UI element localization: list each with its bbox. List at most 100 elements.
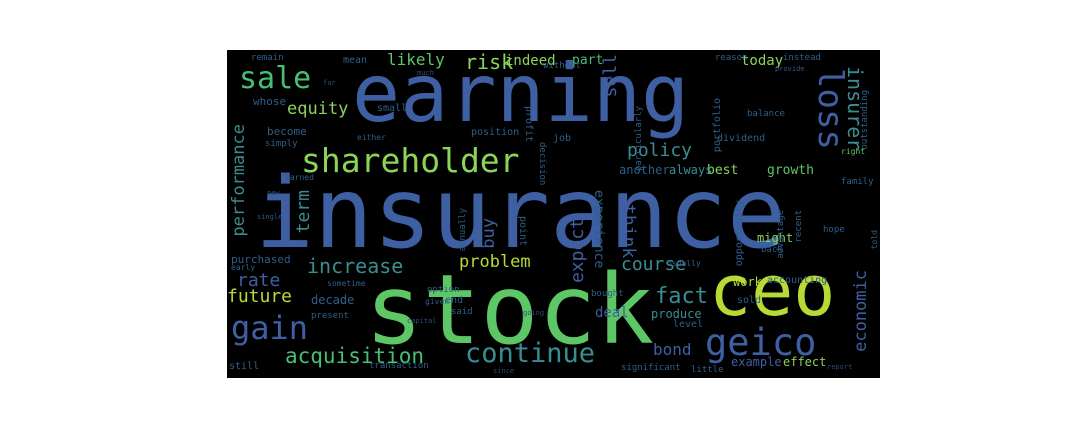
word-since: since bbox=[493, 367, 515, 375]
word-continue: continue bbox=[465, 338, 596, 369]
word-experience: experience bbox=[591, 190, 606, 269]
word-new: new bbox=[267, 189, 280, 197]
word-ceo: ceo bbox=[709, 250, 836, 332]
word-much: much bbox=[417, 69, 434, 77]
word-provide: provide bbox=[775, 65, 805, 73]
word-said: said bbox=[451, 307, 473, 317]
word-another: another bbox=[619, 163, 670, 177]
word-buy: buy bbox=[479, 218, 499, 249]
word-earned: earned bbox=[285, 173, 314, 182]
word-term: term bbox=[293, 190, 314, 234]
word-produce: produce bbox=[651, 307, 702, 321]
word-early: early bbox=[231, 263, 256, 272]
word-rate: rate bbox=[237, 270, 281, 291]
word-gain: gain bbox=[231, 309, 309, 347]
word-problem: problem bbox=[459, 252, 531, 272]
word-told: told bbox=[870, 230, 879, 250]
word-report: report bbox=[827, 363, 853, 371]
word-hope: hope bbox=[823, 225, 845, 235]
word-position: position bbox=[471, 127, 520, 138]
word-think: think bbox=[618, 204, 639, 259]
word-equity: equity bbox=[287, 99, 349, 119]
word-small: small bbox=[377, 103, 408, 114]
word-decision: decision bbox=[537, 142, 547, 186]
word-instead: instead bbox=[783, 53, 821, 63]
word-recent: recent bbox=[794, 210, 804, 243]
word-likely: likely bbox=[387, 50, 445, 69]
word-loss: loss bbox=[810, 68, 850, 150]
word-economic: economic bbox=[851, 270, 871, 352]
word-sell: sell bbox=[600, 54, 621, 98]
word-acquisition: acquisition bbox=[285, 344, 425, 368]
word-example: example bbox=[731, 355, 782, 369]
word-expect: expect bbox=[567, 218, 588, 284]
word-job: job bbox=[553, 133, 572, 144]
word-single: single bbox=[257, 213, 283, 221]
word-earning: earning bbox=[352, 50, 690, 140]
word-sold: sold bbox=[737, 295, 762, 306]
word-level: level bbox=[673, 319, 704, 330]
word-still: still bbox=[229, 361, 260, 372]
word-accounting: accounting bbox=[767, 275, 828, 286]
word-fact: fact bbox=[655, 284, 708, 309]
word-present: present bbox=[311, 311, 349, 321]
word-purchased: purchased bbox=[231, 253, 291, 266]
word-bought: bought bbox=[591, 289, 624, 299]
word-course: course bbox=[621, 254, 687, 275]
word-cloud: earning insurance stock ceo shareholder … bbox=[227, 50, 880, 378]
word-going: going bbox=[523, 309, 545, 317]
word-effect: effect bbox=[783, 355, 827, 369]
word-dividend: dividend bbox=[717, 133, 766, 144]
word-opportunity: opportunity bbox=[734, 200, 745, 267]
word-decade: decade bbox=[311, 293, 355, 307]
word-portfolio: portfolio bbox=[712, 98, 723, 153]
word-growth: growth bbox=[767, 163, 814, 178]
word-either: either bbox=[357, 133, 386, 142]
word-annually: annually bbox=[458, 208, 468, 252]
word-increase: increase bbox=[307, 254, 404, 278]
word-right: right bbox=[841, 147, 866, 156]
word-far: far bbox=[323, 79, 336, 87]
word-given: given bbox=[425, 297, 450, 306]
word-deal: deal bbox=[595, 305, 629, 321]
word-without: without bbox=[543, 61, 581, 71]
word-bond: bond bbox=[653, 340, 692, 359]
word-insurer: insurer bbox=[843, 66, 867, 151]
word-little: little bbox=[691, 365, 724, 375]
word-back: back bbox=[761, 245, 783, 255]
word-future: future bbox=[227, 286, 293, 307]
word-reason: reason bbox=[715, 53, 748, 63]
word-significant: significant bbox=[621, 363, 681, 373]
word-mean: mean bbox=[343, 55, 368, 66]
word-indeed: indeed bbox=[505, 53, 556, 69]
word-remain: remain bbox=[251, 53, 284, 63]
word-end: end bbox=[445, 295, 464, 306]
word-usually: usually bbox=[667, 259, 701, 268]
word-advantage: advantage bbox=[776, 210, 786, 259]
word-capital: capital bbox=[407, 317, 437, 325]
word-part: part bbox=[572, 53, 604, 68]
word-shareholder: shareholder bbox=[301, 141, 520, 180]
word-sale: sale bbox=[239, 61, 312, 96]
word-sometime: sometime bbox=[327, 279, 366, 288]
word-outstanding: outstanding bbox=[860, 90, 870, 150]
word-option: option bbox=[427, 285, 460, 295]
word-risk: risk bbox=[465, 50, 514, 74]
word-best: best bbox=[707, 163, 739, 178]
word-whose: whose bbox=[253, 95, 287, 108]
word-profit: profit bbox=[523, 106, 534, 143]
word-work: work bbox=[733, 275, 762, 289]
word-always: always bbox=[669, 163, 713, 177]
word-particularly: particularly bbox=[634, 106, 644, 172]
word-today: today bbox=[741, 53, 784, 69]
word-policy: policy bbox=[627, 140, 693, 161]
word-stock: stock bbox=[365, 254, 654, 366]
word-performance: performance bbox=[229, 124, 249, 237]
word-balance: balance bbox=[747, 109, 785, 119]
word-might: might bbox=[757, 231, 794, 245]
word-family: family bbox=[841, 177, 874, 187]
word-insurance: insurance bbox=[255, 157, 787, 271]
word-geico: geico bbox=[705, 321, 817, 364]
word-simply: simply bbox=[265, 139, 298, 149]
word-transaction: transaction bbox=[369, 361, 429, 371]
